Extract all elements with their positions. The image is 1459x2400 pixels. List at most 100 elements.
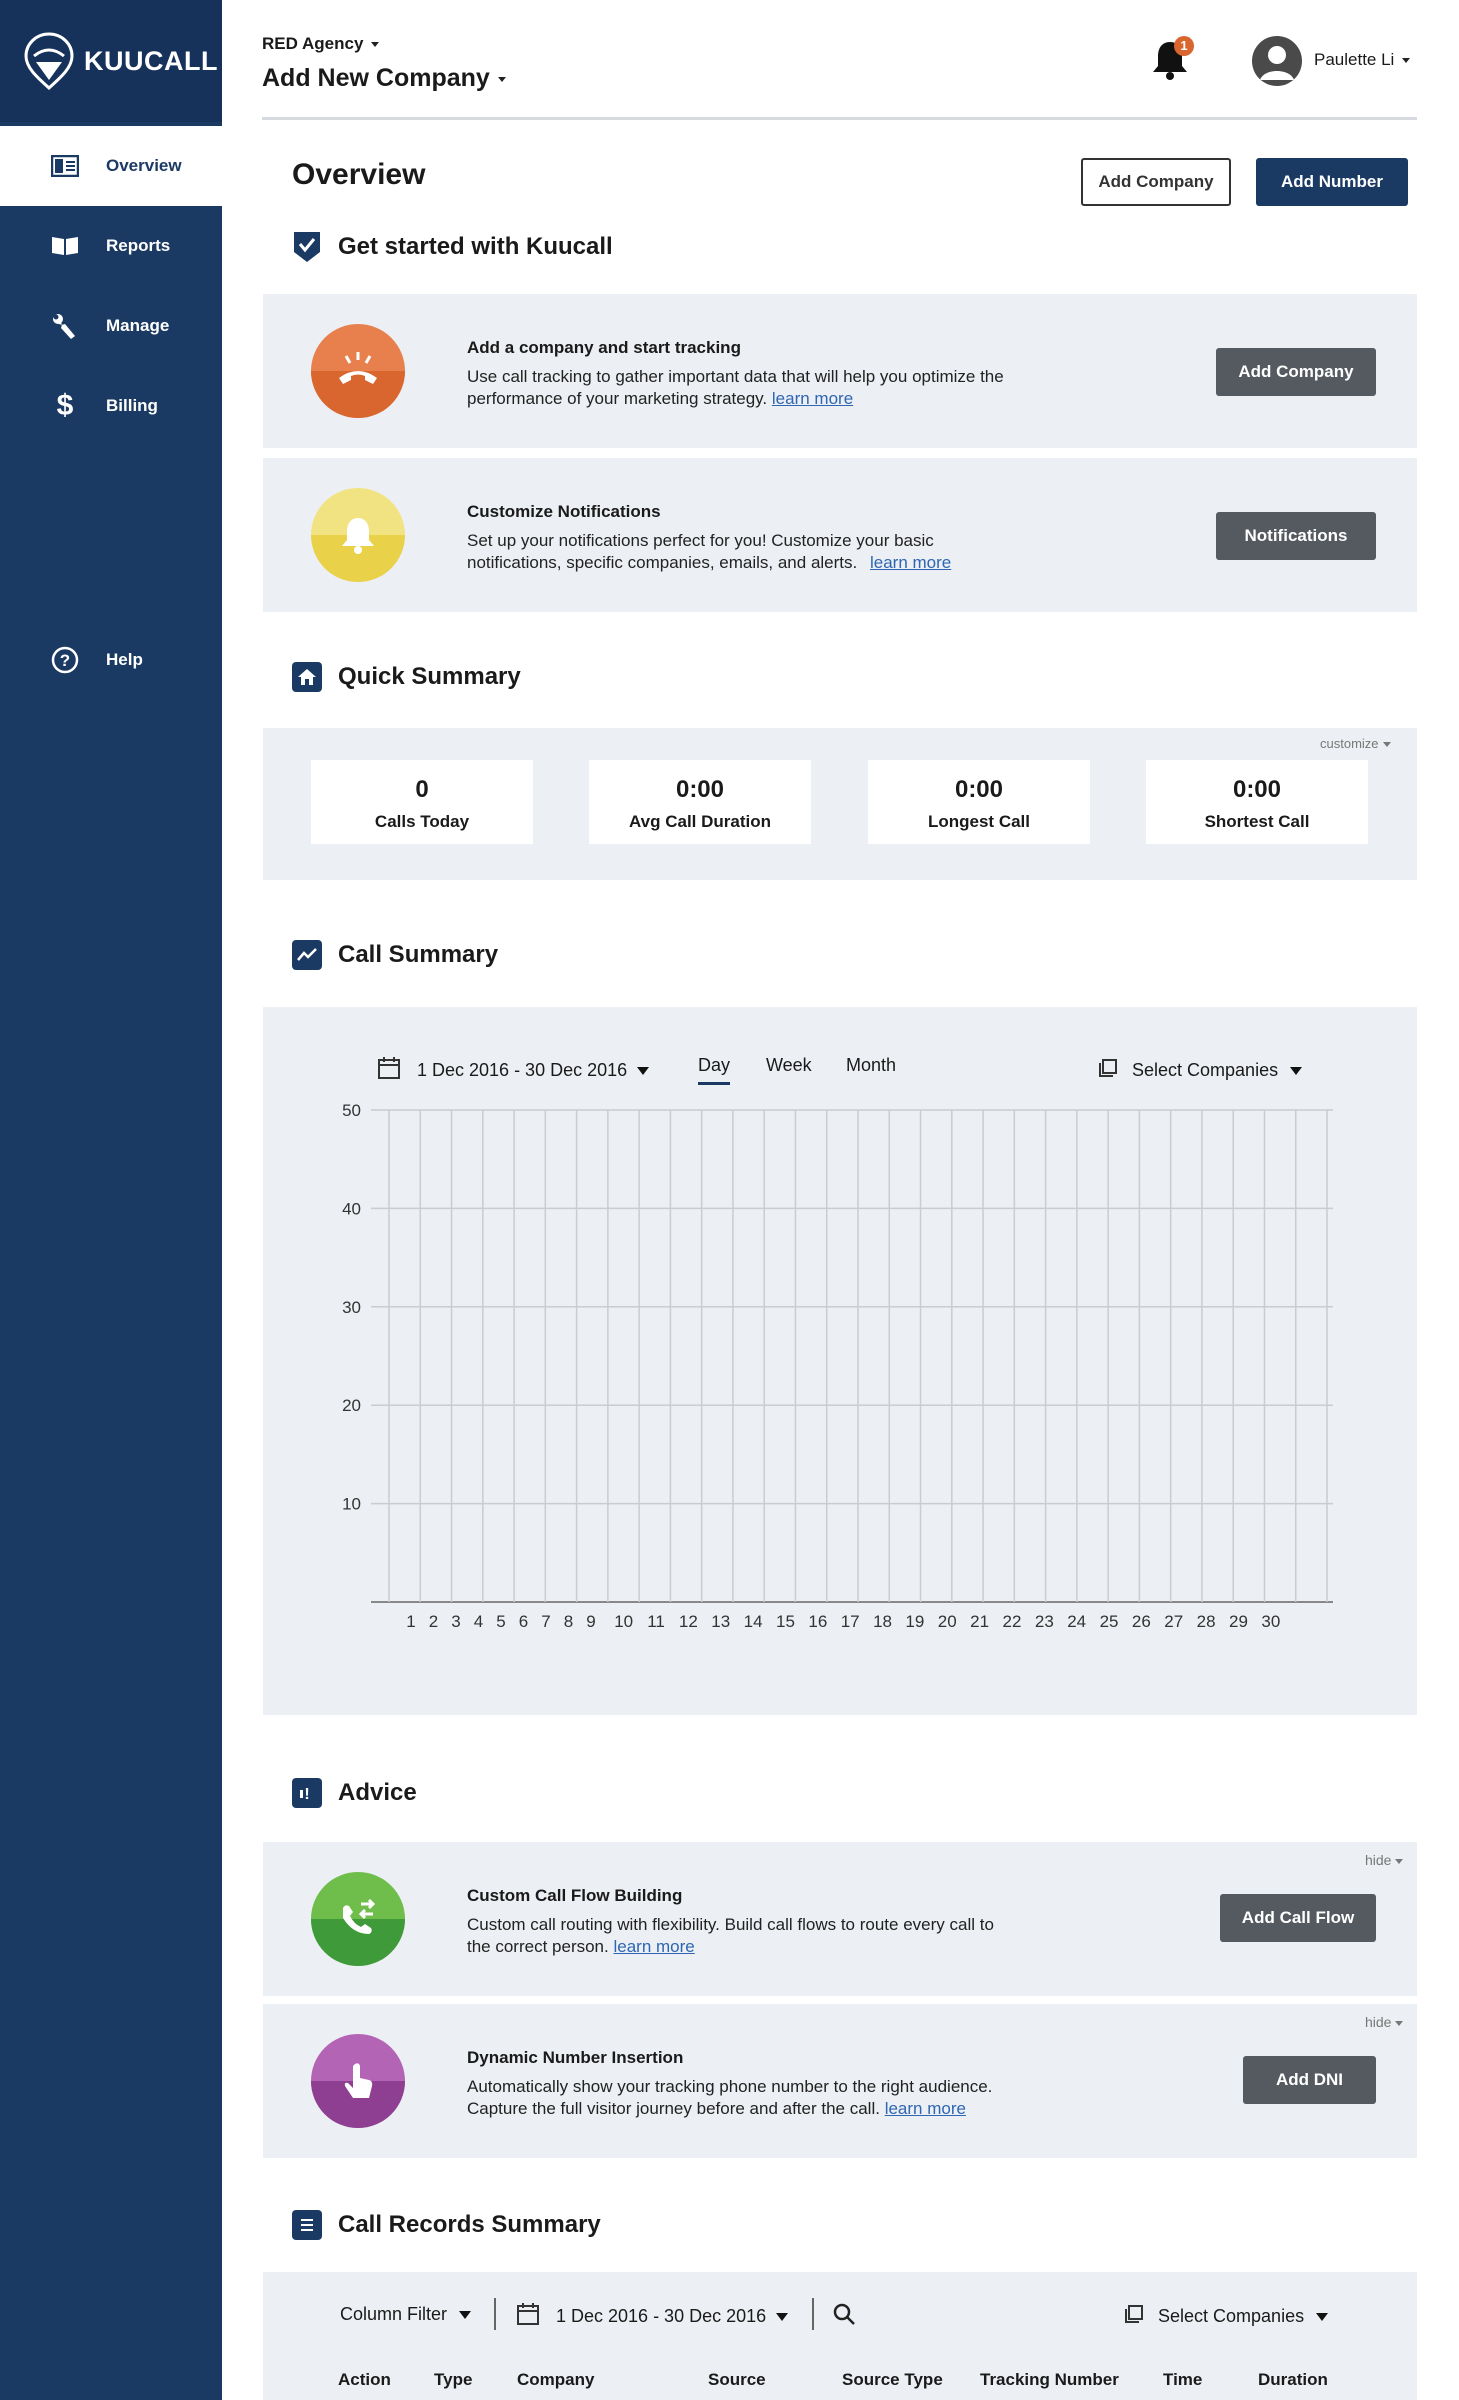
nav-manage[interactable]: Manage [0,286,222,366]
records-select-companies-dropdown[interactable]: Select Companies [1124,2304,1329,2329]
chevron-down-icon [1395,2020,1404,2026]
select-companies-dropdown[interactable]: Select Companies [1098,1058,1303,1083]
card-text-line: the correct person. [467,1937,609,1956]
call-summary-title: Call Summary [338,941,499,968]
bell-icon [342,518,374,554]
stat-label: Longest Call [927,812,1030,831]
column-filter-dropdown[interactable]: Column Filter [340,2304,472,2325]
card-title: Custom Call Flow Building [467,1886,683,1905]
chart-grid [371,1109,1333,1603]
date-range-value: 1 Dec 2016 - 30 Dec 2016 [417,1060,628,1080]
toolbar-divider [494,2298,496,2330]
column-header-company[interactable]: Company [517,2370,595,2389]
card-title: Dynamic Number Insertion [467,2048,684,2067]
add-number-button[interactable]: Add Number [1256,158,1408,206]
select-companies-label: Select Companies [1132,1060,1279,1080]
card-description: Use call tracking to gather important da… [467,366,1067,410]
tab-day[interactable]: Day [698,1055,731,1085]
column-header-time[interactable]: Time [1163,2370,1203,2389]
call-summary-heading: Call Summary [292,940,498,970]
add-dni-button[interactable]: Add DNI [1243,2056,1376,2104]
bell-circle [311,488,405,582]
phone-forward-icon [343,1898,376,1934]
add-company-button[interactable]: Add Company [1081,158,1231,206]
alert-message-icon: ! [292,1778,322,1808]
nav-reports[interactable]: Reports [0,206,222,286]
learn-more-link[interactable]: learn more [869,553,952,572]
card-text-line: Set up your notifications perfect for yo… [467,531,934,550]
company-selector[interactable]: Add New Company [262,64,506,93]
search-button[interactable] [832,2302,856,2331]
chart-x-ticks: 1 2 3 4 5 6 7 8 9 10 11 12 13 14 15 16 17 18 19 20 21 22 23 24 2… [406,1612,1280,1631]
avatar[interactable] [1252,36,1302,86]
agency-selector[interactable]: RED Agency [262,34,380,54]
learn-more-link[interactable]: learn more [771,389,854,408]
notification-badge: 1 [1174,36,1194,56]
x-tick-label: 30 [1261,1612,1280,1631]
list-icon [292,2210,322,2240]
x-tick-label: 23 [1035,1612,1054,1631]
y-tick-label: 10 [342,1495,361,1514]
add-company-card-button[interactable]: Add Company [1216,348,1376,396]
stat-label: Shortest Call [1204,812,1310,831]
x-tick-label: 8 [564,1612,573,1631]
column-header-tracking-number[interactable]: Tracking Number [980,2370,1119,2389]
nav-help[interactable]: ? Help [0,620,222,700]
header-divider [262,117,1417,120]
learn-more-link[interactable]: learn more [884,2099,966,2118]
advice-card-dni: hide Dynamic Number Insertion Automatica… [263,2004,1417,2158]
tab-week[interactable]: Week [766,1055,812,1075]
chevron-down-icon [1395,1858,1404,1864]
x-tick-label: 24 [1067,1612,1086,1631]
notifications-card-button[interactable]: Notifications [1216,512,1376,560]
column-filter-label: Column Filter [340,2304,448,2324]
user-menu[interactable]: Paulette Li [1314,50,1411,70]
nav-overview[interactable]: Overview [0,126,222,206]
records-date-range-value: 1 Dec 2016 - 30 Dec 2016 [556,2306,767,2326]
phone-ringing-icon [339,352,377,384]
quick-summary-heading: Quick Summary [292,662,521,692]
chevron-down-icon [1402,58,1411,64]
nav-overview-label: Overview [106,156,182,175]
hide-label: hide [1365,1852,1392,1868]
column-header-source[interactable]: Source [708,2370,766,2389]
call-records-heading: Call Records Summary [292,2210,601,2240]
brand-logo[interactable]: KUUCALL [0,0,222,122]
chart-y-ticks: 10 20 30 40 50 [342,1101,361,1514]
stat-value: 0:00 [675,776,725,803]
line-chart-icon [292,940,322,970]
x-tick-label: 1 [406,1612,415,1631]
toolbar-divider [812,2298,814,2330]
column-header-type[interactable]: Type [434,2370,473,2389]
card-text-line: notifications, specific companies, email… [467,553,858,572]
column-header-duration[interactable]: Duration [1258,2370,1328,2389]
records-date-range-picker[interactable]: 1 Dec 2016 - 30 Dec 2016 [516,2302,789,2331]
date-range-picker[interactable]: 1 Dec 2016 - 30 Dec 2016 [377,1056,650,1085]
dni-circle [311,2034,405,2128]
nav-billing[interactable]: $ Billing [0,366,222,446]
x-tick-label: 18 [873,1612,892,1631]
tab-month[interactable]: Month [846,1055,897,1075]
x-tick-label: 14 [744,1612,763,1631]
hide-link[interactable]: hide [1365,1852,1404,1868]
column-header-source-type[interactable]: Source Type [842,2370,943,2389]
column-header-action[interactable]: Action [338,2370,391,2389]
add-call-flow-button[interactable]: Add Call Flow [1220,1894,1376,1942]
x-tick-label: 2 [429,1612,438,1631]
x-tick-label: 3 [451,1612,460,1631]
customize-link[interactable]: customize [1320,736,1410,752]
advice-title: Advice [338,1779,417,1806]
dropdown-arrow-icon [776,2312,789,2321]
help-icon: ? [50,645,80,675]
dropdown-arrow-icon [1290,1066,1303,1075]
home-icon [292,662,322,692]
user-name: Paulette Li [1314,50,1395,69]
learn-more-link[interactable]: learn more [613,1937,695,1956]
brand-name: KUUCALL [84,45,218,76]
notifications-button[interactable]: 1 [1150,36,1194,84]
card-description: Automatically show your tracking phone n… [467,2076,1087,2120]
search-icon [833,2303,855,2325]
hide-link[interactable]: hide [1365,2014,1404,2030]
book-icon [50,231,80,261]
stat-value: 0 [415,776,429,803]
